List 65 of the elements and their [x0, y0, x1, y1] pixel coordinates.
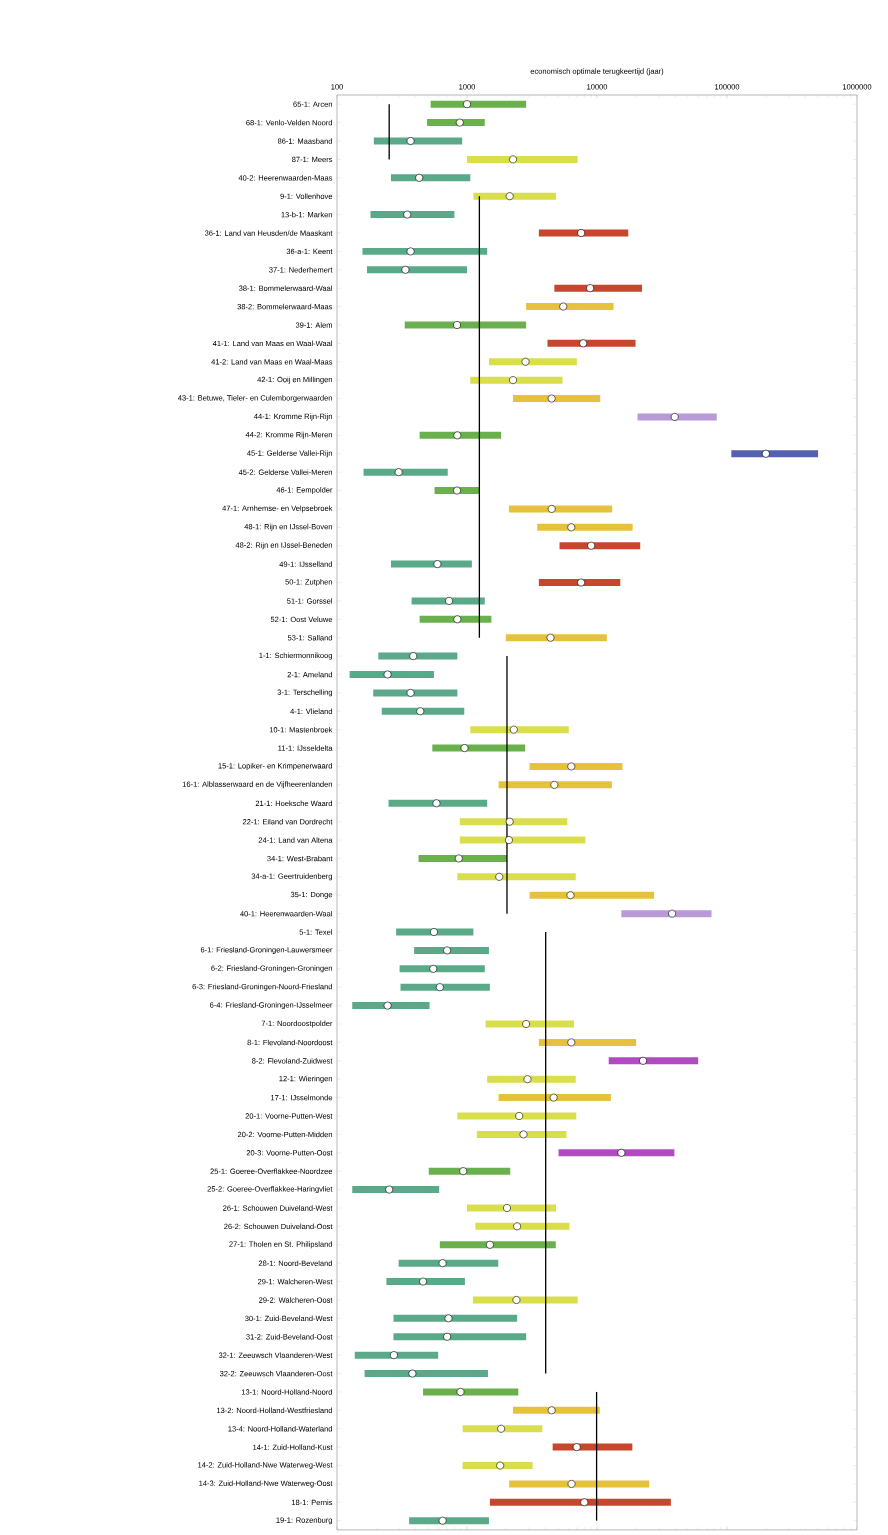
bar [526, 303, 614, 311]
bar [364, 1370, 488, 1378]
bar [409, 1517, 489, 1525]
bar [537, 523, 633, 531]
bar [457, 1112, 577, 1120]
bar [430, 100, 527, 108]
bar [459, 818, 568, 826]
bar [393, 1314, 518, 1322]
bar [400, 983, 490, 991]
bar [529, 762, 623, 770]
bar [529, 891, 655, 899]
bar [390, 560, 472, 568]
bar [467, 1204, 557, 1212]
bar [462, 1425, 543, 1433]
bar [608, 1057, 699, 1065]
bar [393, 1333, 527, 1341]
bar [505, 634, 607, 642]
bar [398, 1259, 499, 1267]
bar [485, 1020, 574, 1028]
bar [538, 229, 629, 237]
bar [459, 836, 586, 844]
bar [547, 339, 636, 347]
bar [488, 358, 577, 366]
bar [538, 1038, 637, 1046]
bar [513, 395, 601, 403]
bar [621, 910, 712, 918]
bar [475, 1222, 570, 1230]
bar [423, 1388, 519, 1396]
bar [373, 689, 458, 697]
bar [388, 799, 488, 807]
bar [366, 266, 467, 274]
bar [498, 1094, 611, 1102]
bar [554, 284, 643, 292]
bar [472, 1296, 578, 1304]
bar [559, 542, 641, 550]
bar [352, 1186, 440, 1194]
bar [498, 781, 612, 789]
bar [467, 155, 578, 163]
bar [381, 707, 465, 715]
bar [399, 965, 485, 973]
bar [552, 1443, 633, 1451]
bar [378, 652, 458, 660]
bar [349, 670, 434, 678]
bar [457, 873, 576, 881]
bar [489, 1498, 671, 1506]
bar [558, 1149, 675, 1157]
bar [538, 579, 621, 586]
bar [508, 505, 613, 513]
bar [439, 1241, 556, 1249]
bar [362, 247, 488, 255]
bar [731, 450, 819, 458]
bar [363, 468, 448, 476]
bar [470, 726, 569, 734]
bar [354, 1351, 439, 1359]
bar [428, 1167, 511, 1175]
bar [390, 174, 471, 182]
bar [418, 854, 507, 862]
bar [637, 413, 717, 421]
bar [509, 1480, 650, 1488]
bar [370, 211, 455, 219]
bar [470, 376, 563, 384]
bar [404, 321, 527, 329]
bar [386, 1278, 465, 1286]
bar [473, 192, 557, 200]
bar [396, 928, 474, 936]
